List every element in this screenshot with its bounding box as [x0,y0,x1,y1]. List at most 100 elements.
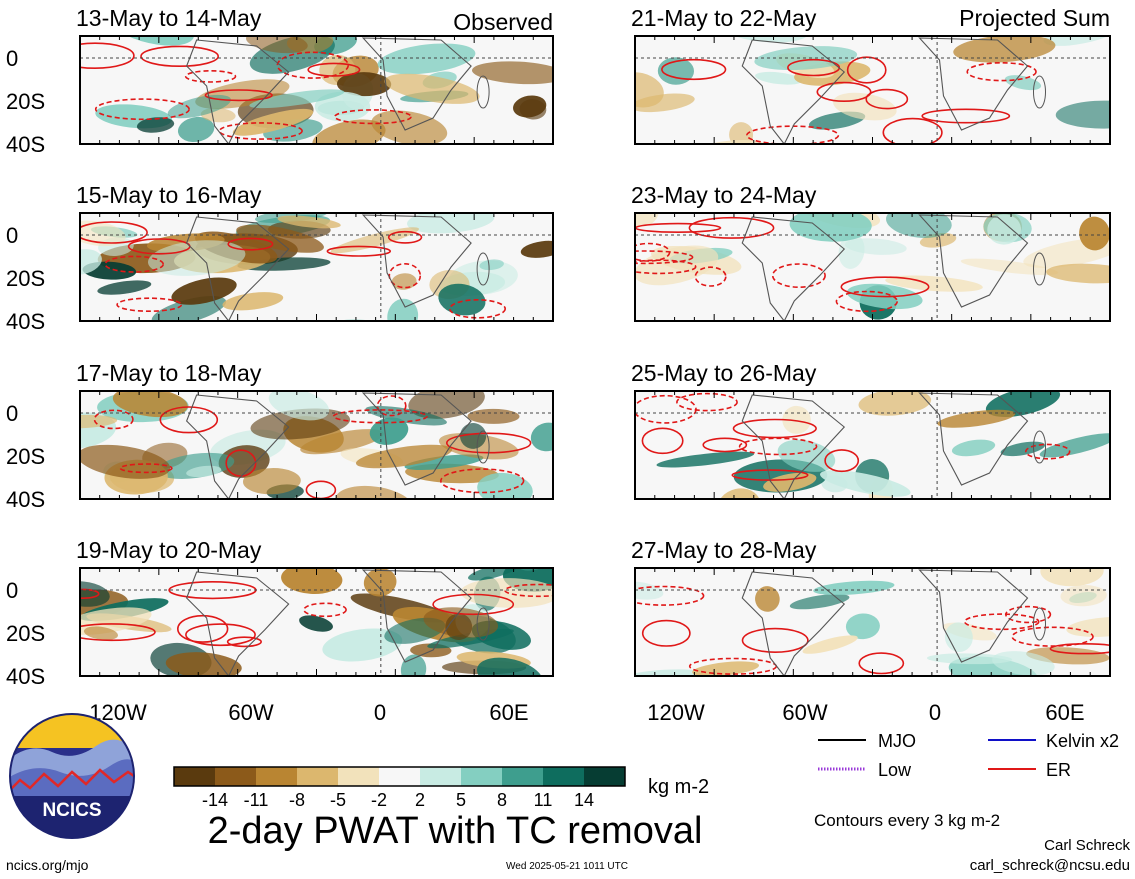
er-contour [966,61,1037,82]
anomaly-patch [520,240,553,258]
anomaly-patch [363,568,397,597]
anomaly-patch [813,580,895,596]
lat-tick-label: 40S [6,664,45,689]
anomaly-patch [937,409,1016,428]
er-contour [93,409,134,430]
footer-site: ncics.org/mjo [6,857,89,873]
anomaly-patch [314,91,371,122]
er-contour [376,395,407,417]
panel-title: 23-May to 24-May [631,182,817,208]
er-contour [732,418,817,439]
madagascar-coastline [1033,430,1046,464]
er-contour [771,263,826,289]
anomaly-patch [530,422,553,452]
anomaly-patch [80,607,152,635]
south-america-coastline [185,216,290,321]
map-panel: 21-May to 22-May [631,5,1111,145]
south-america-coastline [741,571,846,676]
er-contour [432,593,515,616]
er-contour [702,437,748,453]
er-contour [387,230,423,244]
lat-tick-label: 0 [6,578,18,603]
anomaly-patch [635,581,664,600]
er-contour [1024,443,1071,460]
anomaly-patch [717,488,761,499]
er-contour [846,56,887,84]
pwat-anomaly-field [80,36,559,180]
anomaly-patch [985,340,1039,374]
anomaly-patch [83,626,118,640]
colorbar-swatch [256,767,298,786]
anomaly-patch [476,657,544,676]
panel-title: 13-May to 14-May [76,5,262,31]
anomaly-patch [845,238,907,255]
anomaly-patch [755,586,780,612]
pwat-anomaly-field [80,168,566,321]
pwat-anomaly-field [635,213,1110,321]
colorbar-swatch [215,767,257,786]
er-contour [835,290,898,313]
anomaly-patch [177,116,215,142]
lat-tick-label: 40S [6,309,45,334]
anomaly-patch [232,108,314,136]
er-contour [332,409,429,424]
lat-tick-label: 40S [6,487,45,512]
madagascar-coastline [1033,252,1046,286]
anomaly-patch [833,92,897,121]
colorbar-swatch [297,767,339,786]
lon-tick-label: 60E [489,700,528,725]
colorbar-tick-label: -14 [202,790,228,810]
anomaly-patch [165,652,242,676]
er-contour [858,652,905,675]
er-contour [333,109,412,125]
ncics-logo: NCICS [9,713,135,839]
anomaly-patch [312,119,386,144]
anomaly-patch [377,43,476,75]
anomaly-patch [802,635,858,654]
er-contour [119,463,173,474]
er-contour [80,221,148,244]
footer-timestamp: Wed 2025-05-21 1011 UTC [506,861,628,872]
logo-text: NCICS [42,800,101,821]
pwat-anomaly-field [80,336,554,499]
er-contour [326,245,391,257]
map-panel: 25-May to 26-May [631,340,1111,500]
anomaly-patch [171,277,237,305]
lon-tick-label: 60E [1045,700,1084,725]
anomaly-patch [407,213,495,234]
lon-axis-right: 120W 60W 0 60E [647,700,1084,725]
er-contour [159,406,219,434]
africa-coastline [918,214,1029,308]
anomaly-patch [499,149,559,180]
er-contour [688,216,775,239]
map-panel: 27-May to 28-May [631,537,1111,677]
anomaly-patch [106,144,138,159]
footer-email: carl_schreck@ncsu.edu [970,857,1130,874]
colorbar-tick-label: -11 [244,790,269,810]
anomaly-patch [468,168,566,218]
er-contour [641,427,684,455]
panel-title: 21-May to 22-May [631,5,817,31]
lat-tick-label: 0 [6,401,18,426]
anomaly-patch [268,391,330,421]
anomaly-patch [635,93,695,113]
anomaly-patch [493,336,554,370]
anomaly-patch [519,99,547,120]
anomaly-patch [277,215,341,229]
anomaly-patch [236,224,324,253]
colorbar-swatch [420,767,462,786]
lat-tick-label: 20S [6,89,45,114]
pwat-anomaly-field [635,340,1110,499]
anomaly-patch [80,249,102,275]
africa-coastline [918,569,1029,663]
anomaly-patch [438,283,486,316]
anomaly-patch [136,117,175,133]
map-panel: 13-May to 14-May 0 20S 40S [6,5,559,180]
colorbar-tick-label: -5 [330,790,346,810]
er-contour [80,623,156,642]
africa-coastline [361,569,472,663]
africa-coastline [361,392,472,486]
colorbar: -14 -11 -8 -5 -2 2 5 8 11 14 [173,766,626,810]
er-contour [104,255,164,273]
anomaly-patch [992,651,1055,676]
